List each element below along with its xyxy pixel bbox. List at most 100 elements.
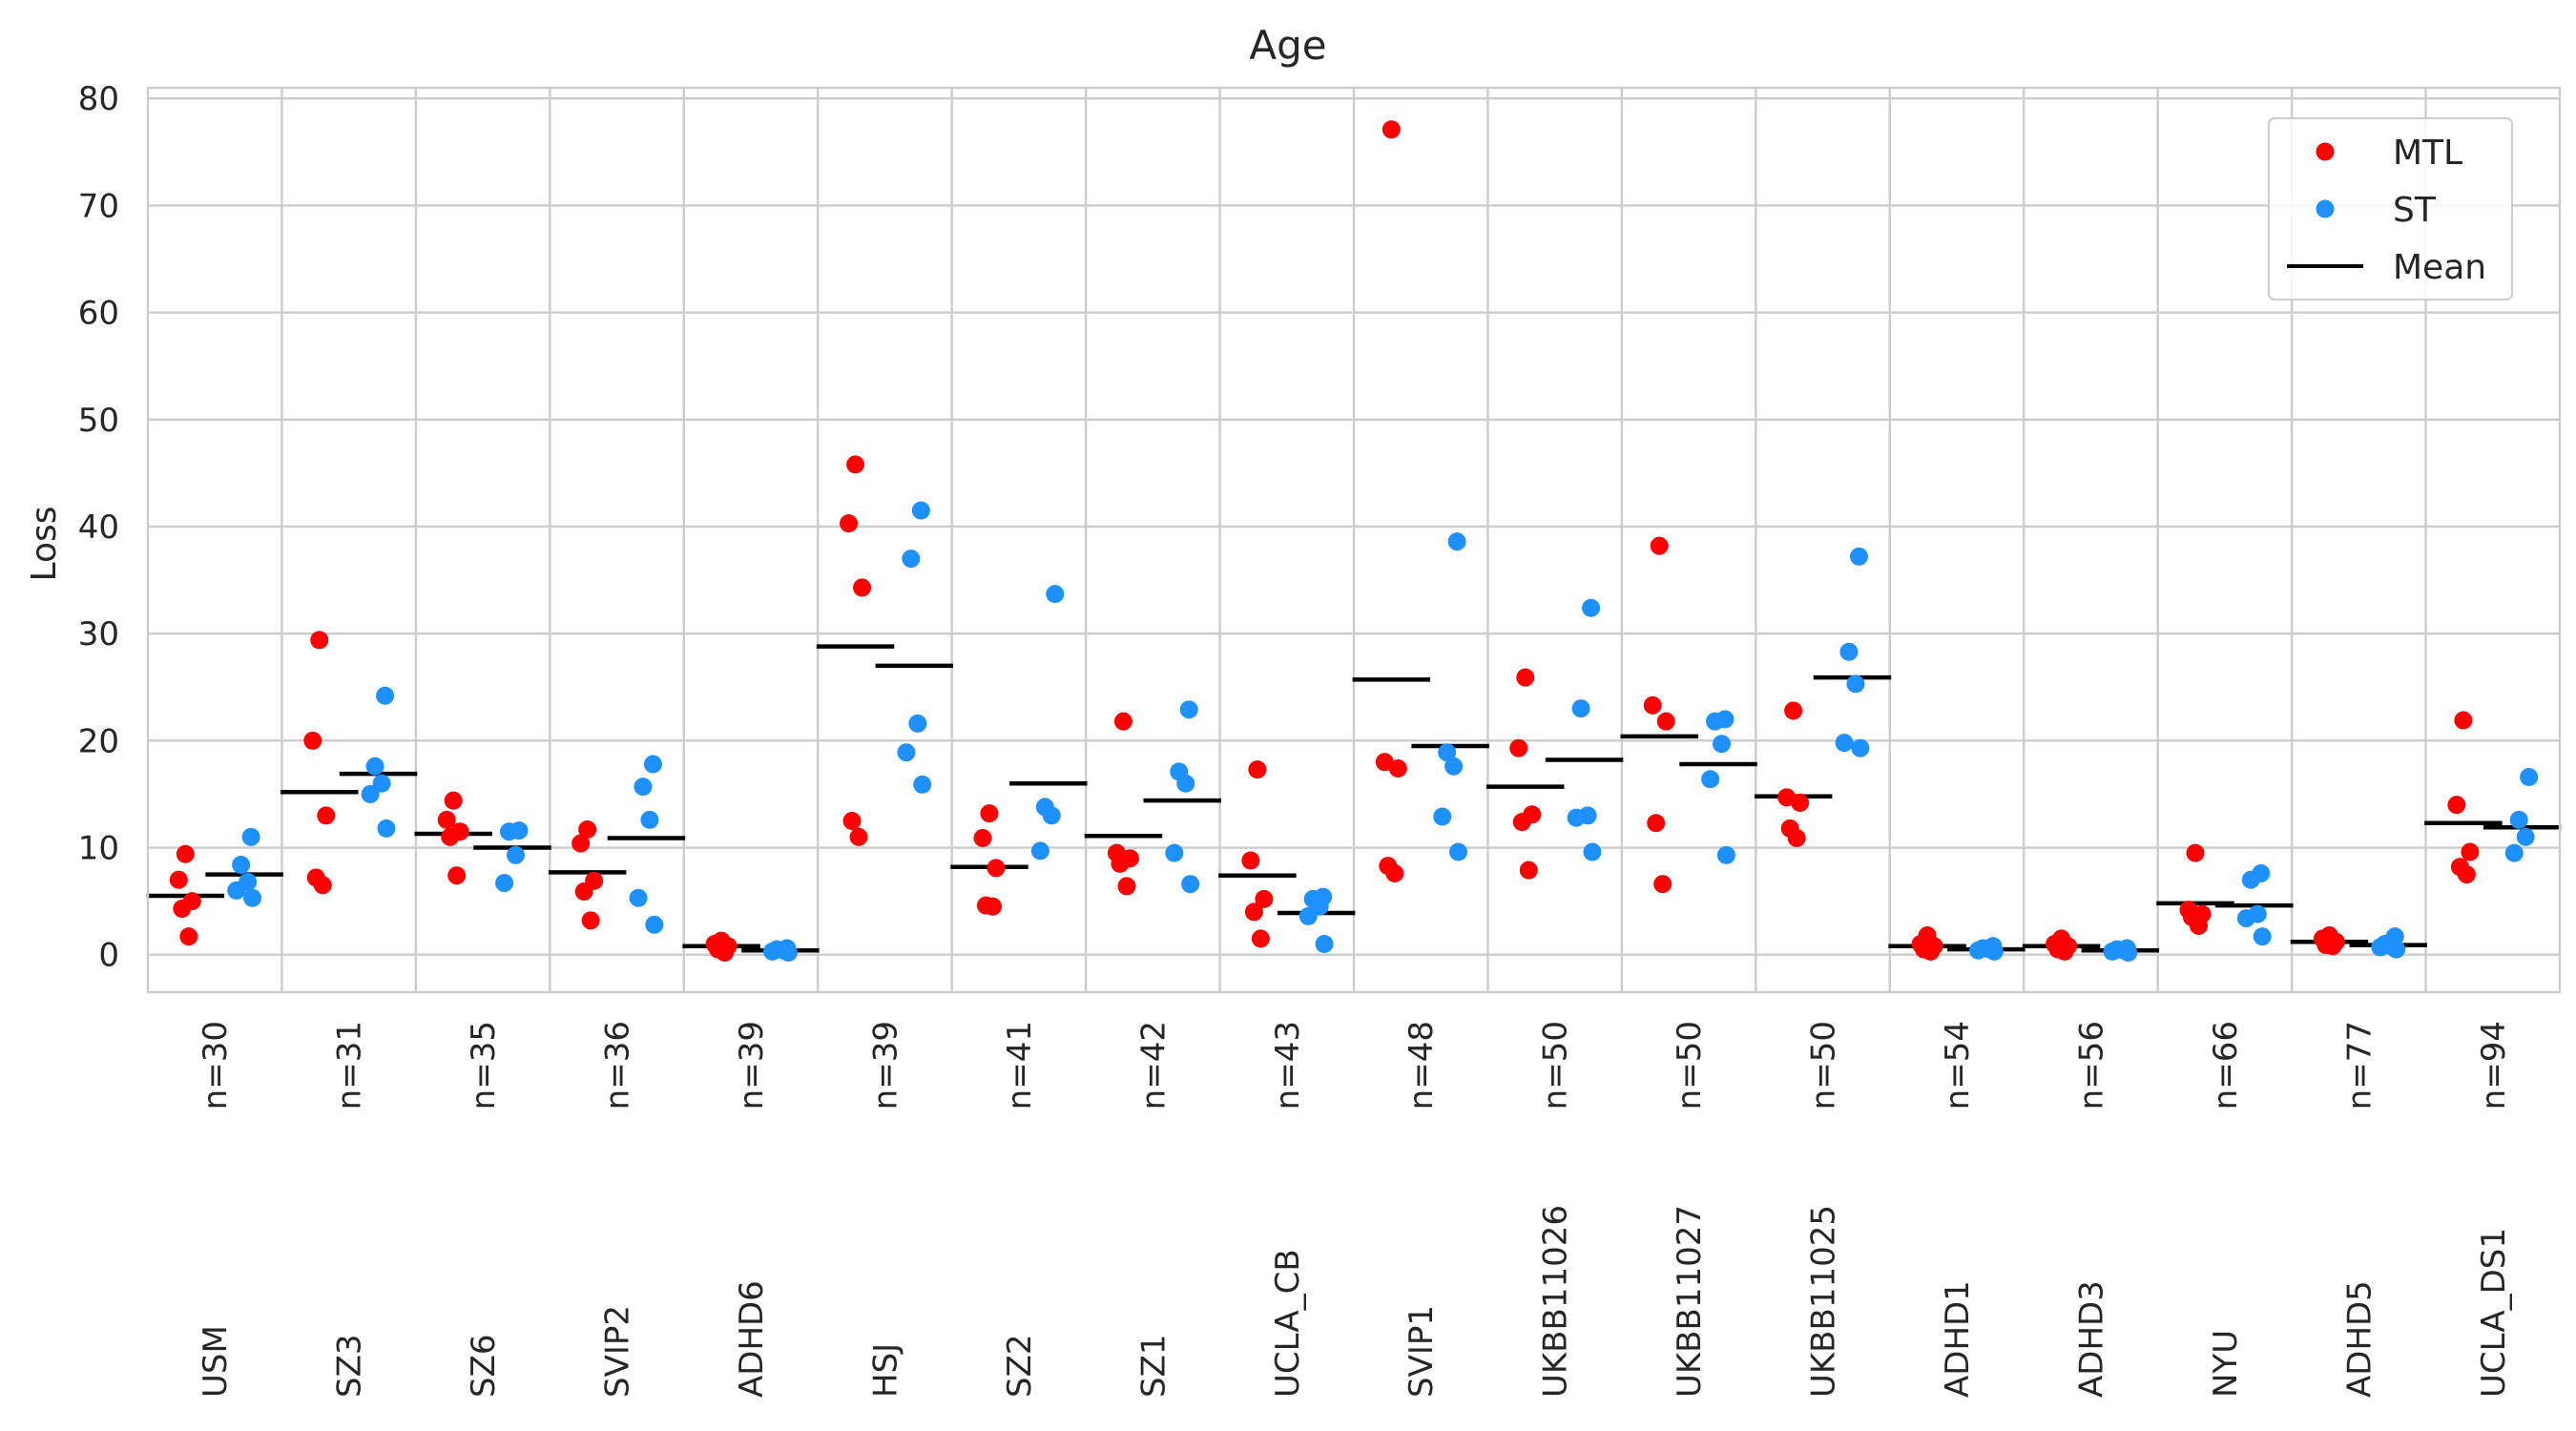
point-st (645, 915, 664, 934)
point-mtl (574, 882, 593, 902)
x-tick-site-label: UKBB11026 (1537, 1205, 1575, 1398)
y-tick-label: 10 (78, 830, 119, 868)
point-st (1846, 674, 1865, 694)
x-tick-site-label: USM (197, 1325, 235, 1398)
point-st (634, 778, 653, 797)
point-mtl (303, 731, 322, 750)
grid (148, 88, 2560, 992)
point-st (372, 774, 391, 793)
point-mtl (2055, 942, 2074, 961)
point-mtl (437, 810, 456, 829)
point-st (1716, 845, 1735, 864)
x-tick-n-label: n=66 (2207, 1021, 2245, 1110)
point-mtl (1385, 863, 1404, 882)
point-mtl (441, 827, 460, 846)
y-axis-label: Loss (25, 507, 64, 582)
x-tick-site-label: UKBB11027 (1671, 1205, 1709, 1398)
data-points (169, 120, 2539, 962)
x-tick-n-label: n=56 (2072, 1021, 2110, 1110)
point-mtl (846, 455, 865, 474)
legend: MTL ST Mean (2268, 117, 2513, 301)
point-mtl (2461, 842, 2480, 861)
point-st (1298, 906, 1318, 925)
x-tick-site-label: UCLA_CB (1269, 1249, 1307, 1398)
plot-frame (146, 86, 2562, 994)
point-mtl (1381, 120, 1401, 139)
point-mtl (1784, 701, 1803, 720)
point-st (232, 855, 251, 874)
x-tick-n-label: n=30 (197, 1021, 235, 1110)
point-st (365, 757, 384, 776)
point-mtl (179, 927, 198, 946)
x-tick-n-label: n=39 (866, 1021, 904, 1110)
point-mtl (169, 870, 188, 889)
x-tick-n-label: n=35 (465, 1021, 503, 1110)
x-tick-site-label: SZ6 (465, 1334, 503, 1398)
point-st (629, 888, 648, 907)
point-mtl (1922, 942, 1941, 961)
point-st (1849, 547, 1868, 566)
point-st (243, 888, 262, 907)
point-mtl (840, 514, 859, 533)
point-st (2119, 943, 2138, 962)
point-st (2236, 909, 2255, 928)
point-st (377, 819, 396, 838)
point-mtl (853, 578, 872, 597)
x-tick-site-label: SVIP2 (599, 1305, 637, 1398)
point-st (908, 714, 927, 733)
x-tick-n-label: n=42 (1134, 1021, 1173, 1110)
y-tick-label: 60 (78, 295, 119, 333)
point-st (361, 784, 380, 803)
point-st (2509, 810, 2528, 829)
point-st (241, 827, 260, 846)
x-tick-n-label: n=41 (1001, 1021, 1039, 1110)
point-mtl (317, 806, 336, 825)
legend-box (2268, 117, 2513, 301)
legend-label: ST (2393, 191, 2437, 230)
point-st (1030, 841, 1049, 861)
point-st (2520, 767, 2539, 786)
point-st (1315, 935, 1334, 954)
point-st (1046, 585, 1065, 604)
legend-marker (2316, 199, 2335, 218)
y-tick-label: 80 (78, 80, 119, 118)
x-tick-n-label: n=39 (733, 1021, 771, 1110)
point-mtl (176, 844, 195, 863)
point-mtl (1248, 760, 1267, 779)
y-tick-label: 30 (78, 615, 119, 653)
point-st (1571, 699, 1590, 718)
y-tick-label: 40 (78, 508, 119, 547)
point-mtl (973, 828, 992, 847)
y-tick-label: 50 (78, 402, 119, 440)
point-mtl (1117, 877, 1136, 896)
point-mtl (1791, 793, 1810, 812)
point-mtl (716, 943, 735, 962)
point-mtl (1647, 814, 1666, 833)
point-mtl (2186, 843, 2205, 862)
point-st (2504, 843, 2524, 862)
point-st (1583, 842, 1602, 861)
x-tick-n-label: n=50 (1671, 1021, 1709, 1110)
point-mtl (842, 811, 862, 830)
x-tick-site-label: SZ1 (1134, 1334, 1173, 1398)
point-st (2516, 827, 2535, 846)
point-mtl (983, 897, 1002, 916)
point-st (1438, 743, 1457, 762)
point-st (897, 743, 916, 762)
x-tick-site-label: NYU (2207, 1330, 2245, 1398)
point-st (1042, 806, 1061, 825)
point-mtl (1113, 712, 1132, 731)
point-st (2253, 927, 2272, 946)
point-mtl (1251, 929, 1270, 948)
point-mtl (849, 827, 868, 846)
point-mtl (1656, 712, 1675, 731)
point-mtl (1519, 861, 1538, 880)
point-st (1706, 712, 1725, 731)
x-tick-site-label: ADHD6 (733, 1280, 771, 1398)
point-mtl (1643, 695, 1662, 715)
point-st (913, 775, 932, 794)
point-mtl (581, 911, 600, 930)
point-st (1165, 843, 1184, 862)
point-mtl (1509, 738, 1528, 757)
point-mtl (1516, 668, 1535, 687)
